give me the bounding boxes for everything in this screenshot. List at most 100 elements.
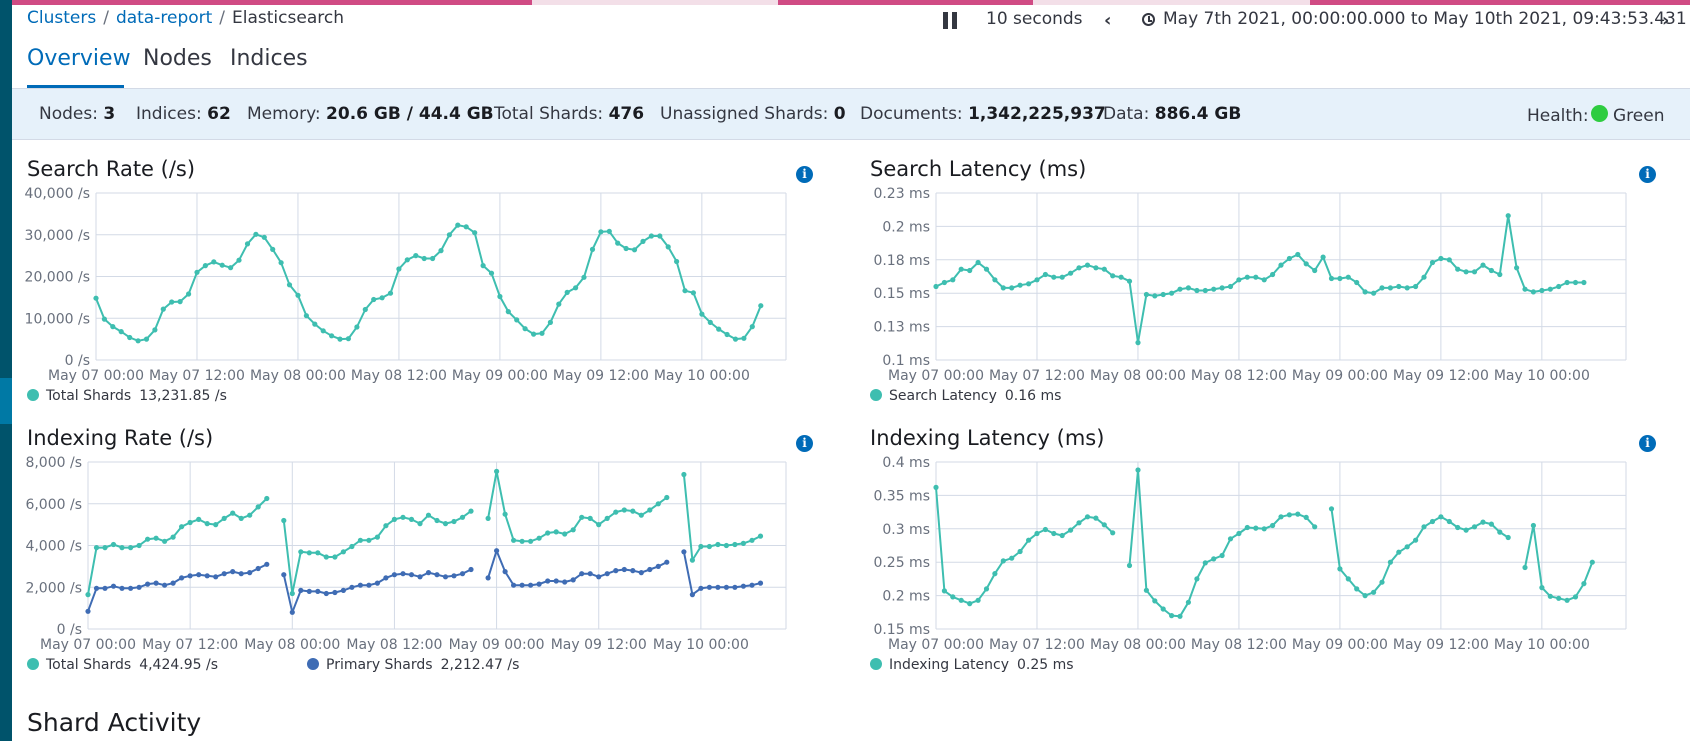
data-point <box>480 263 486 269</box>
data-point <box>1177 286 1183 292</box>
data-point <box>1488 267 1494 274</box>
data-point <box>570 527 576 533</box>
data-point <box>1379 285 1385 291</box>
data-point <box>724 331 730 338</box>
data-point <box>289 609 295 615</box>
data-point <box>681 549 687 555</box>
data-point <box>562 531 568 537</box>
breadcrumb-cluster[interactable]: data-report <box>115 8 213 28</box>
tab-indices[interactable]: Indices <box>230 46 308 71</box>
data-point <box>1396 549 1402 555</box>
data-point <box>468 566 474 573</box>
data-point <box>162 582 168 588</box>
data-point <box>992 277 998 283</box>
series-primary-shards[interactable] <box>85 548 764 615</box>
data-point <box>1211 286 1217 292</box>
data-point <box>1026 281 1032 287</box>
data-point <box>152 327 158 333</box>
data-point <box>255 504 261 510</box>
data-point <box>681 471 687 478</box>
search-rate-chart[interactable]: 0 /s 10,000 /s 20,000 /s 30,000 /s 40,000 /s… <box>0 185 800 385</box>
data-point <box>228 265 234 271</box>
data-point <box>110 324 116 330</box>
x-tick-label: May 10 00:00 <box>1494 637 1590 653</box>
pause-icon[interactable] <box>943 12 959 29</box>
data-point <box>379 295 385 301</box>
tab-nodes[interactable]: Nodes <box>143 46 212 71</box>
data-point <box>451 518 457 525</box>
data-point <box>749 582 755 588</box>
x-tick-label: May 08 00:00 <box>250 368 346 384</box>
data-point <box>1345 274 1351 280</box>
summary-total-shards: Total Shards: 476 <box>494 104 645 124</box>
y-tick-label: 0.2 ms <box>882 219 930 235</box>
data-point <box>596 574 602 580</box>
chevron-left-icon[interactable]: ‹ <box>1104 10 1112 31</box>
indexing-rate-legend-primary[interactable]: Primary Shards 2,212.47 /s <box>307 657 519 673</box>
data-point <box>1589 559 1595 565</box>
data-point <box>421 255 427 262</box>
series-total-shards[interactable] <box>93 222 764 344</box>
info-icon[interactable]: i <box>796 435 813 452</box>
data-point <box>1110 530 1116 536</box>
info-icon[interactable]: i <box>1639 166 1656 183</box>
search-rate-legend[interactable]: Total Shards 13,231.85 /s <box>27 388 227 404</box>
data-point <box>323 590 329 597</box>
indexing-latency-title: Indexing Latency (ms) <box>870 426 1105 450</box>
search-latency-legend[interactable]: Search Latency 0.16 ms <box>870 388 1061 404</box>
data-point <box>1320 254 1326 260</box>
data-point <box>1143 587 1149 593</box>
left-nav-active-marker[interactable] <box>0 378 12 424</box>
data-point <box>187 519 193 526</box>
info-icon[interactable]: i <box>1639 435 1656 452</box>
data-point <box>1446 518 1452 525</box>
series-total-shards[interactable] <box>85 468 764 598</box>
chevron-right-icon[interactable]: › <box>1662 10 1670 31</box>
y-tick-label: 0.13 ms <box>873 320 930 336</box>
indexing-rate-legend-total[interactable]: Total Shards 4,424.95 /s <box>27 657 218 673</box>
data-point <box>564 289 570 295</box>
y-tick-label: 0.35 ms <box>873 488 930 504</box>
y-tick-label: 6,000 /s <box>25 497 82 513</box>
data-point <box>1169 290 1175 296</box>
series-line <box>935 214 1584 344</box>
series-indexing-latency[interactable] <box>933 467 1595 619</box>
indexing-latency-chart[interactable]: 0.15 ms 0.2 ms 0.25 ms 0.3 ms 0.35 ms 0.4 ms M… <box>843 454 1643 654</box>
breadcrumb-clusters[interactable]: Clusters <box>27 8 97 28</box>
data-point <box>950 277 956 283</box>
data-point <box>1303 514 1309 520</box>
x-tick-label: May 08 00:00 <box>1090 637 1186 653</box>
data-point <box>391 572 397 578</box>
indexing-latency-legend[interactable]: Indexing Latency 0.25 ms <box>870 657 1074 673</box>
data-point <box>1421 274 1427 280</box>
data-point <box>425 570 432 576</box>
data-point <box>1556 283 1562 290</box>
series-search-latency[interactable] <box>933 213 1587 346</box>
tab-overview[interactable]: Overview <box>27 46 131 71</box>
data-point <box>502 511 508 517</box>
data-point <box>615 240 621 246</box>
data-point <box>357 582 363 588</box>
search-latency-chart[interactable]: 0.1 ms 0.13 ms 0.15 ms 0.18 ms 0.2 ms 0.23 ms… <box>843 185 1643 385</box>
data-point <box>238 571 244 577</box>
data-point <box>579 514 585 520</box>
data-point <box>1261 277 1267 283</box>
data-point <box>494 548 500 554</box>
info-icon[interactable]: i <box>796 166 813 183</box>
x-tick-label: May 07 12:00 <box>989 637 1085 653</box>
data-point <box>1438 514 1444 520</box>
time-range-picker[interactable]: May 7th 2021, 00:00:00.000 to May 10th 2… <box>1163 9 1687 29</box>
x-tick-label: May 08 12:00 <box>1191 368 1287 384</box>
indexing-rate-chart[interactable]: 0 /s 2,000 /s 4,000 /s 6,000 /s 8,000 /s May … <box>0 454 800 654</box>
x-tick-label: May 10 00:00 <box>653 637 749 653</box>
data-point <box>1354 279 1360 286</box>
left-nav-rail <box>0 0 12 741</box>
data-point <box>306 588 312 594</box>
data-point <box>93 585 100 591</box>
data-point <box>1042 526 1048 533</box>
data-point <box>596 522 602 528</box>
refresh-interval[interactable]: 10 seconds <box>986 9 1083 29</box>
data-point <box>749 324 755 330</box>
data-point <box>221 571 227 577</box>
data-point <box>706 584 713 590</box>
